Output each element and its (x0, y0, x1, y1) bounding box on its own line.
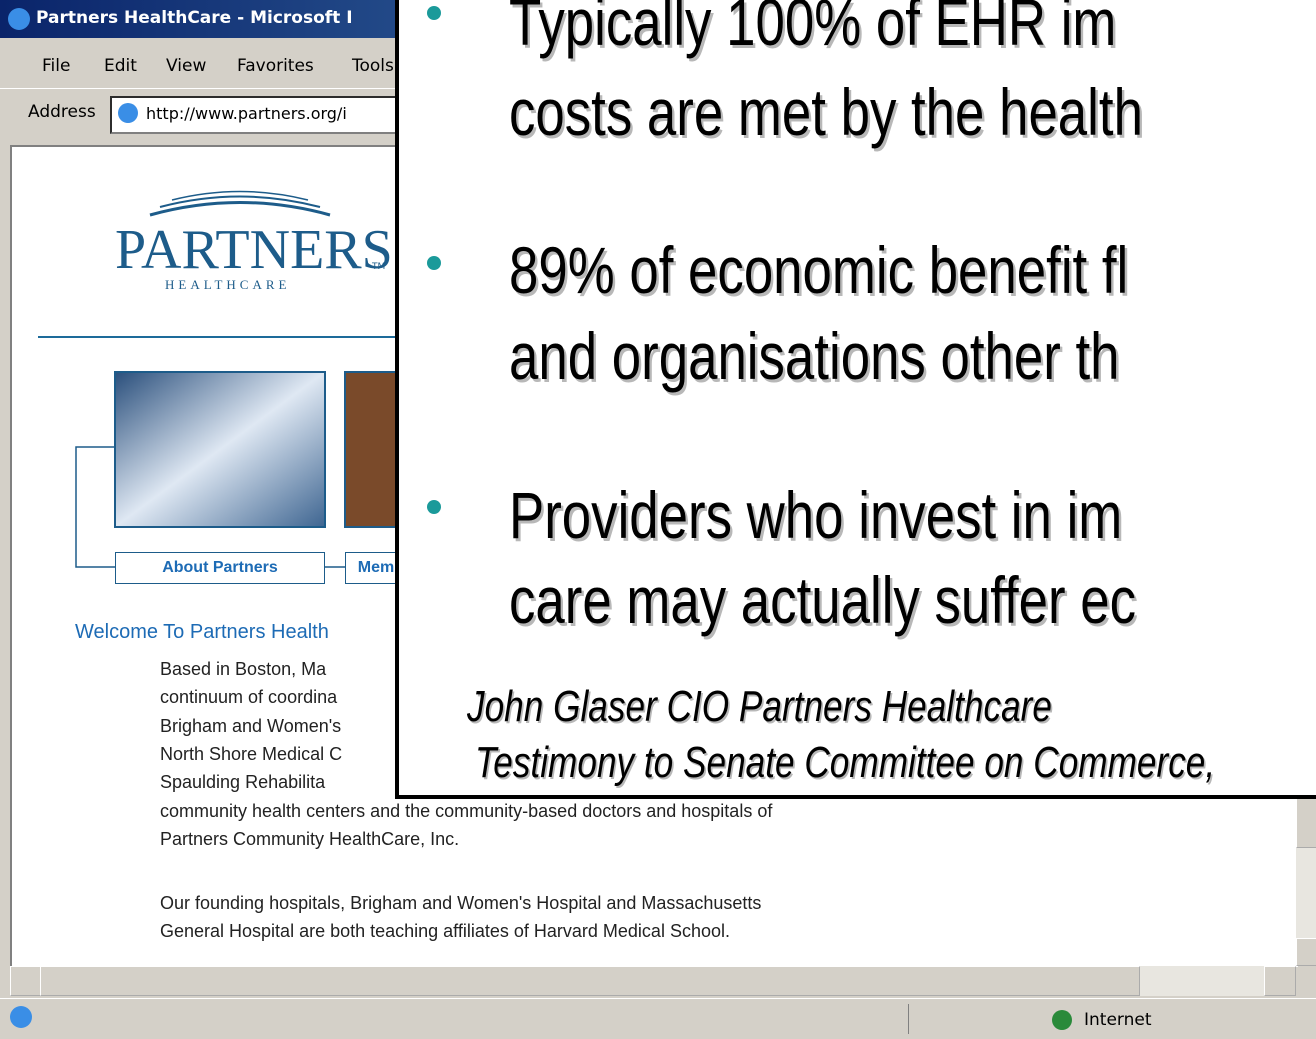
logo-name: PARTNERS (115, 218, 393, 282)
paragraph-line: General Hospital are both teaching affil… (160, 921, 730, 942)
paragraph-line: Partners Community HealthCare, Inc. (160, 829, 459, 850)
citation-line: John Glaser CIO Partners Healthcare (467, 682, 1052, 732)
browser-screenshot: Partners HealthCare - Microsoft I File E… (0, 0, 1316, 1038)
paragraph-line: continuum of coordina (160, 687, 337, 708)
paragraph-line: Our founding hospitals, Brigham and Wome… (160, 893, 761, 914)
logo-tm: TM (372, 262, 385, 272)
logo-sub: HEALTHCARE (165, 277, 290, 293)
bullet-line: care may actually suffer ec (509, 562, 1136, 638)
bullet (427, 6, 441, 20)
paragraph-line: Brigham and Women's (160, 716, 341, 737)
page-heading: Welcome To Partners Health (75, 621, 329, 644)
paragraph-line: Based in Boston, Ma (160, 659, 326, 680)
scroll-thumb[interactable] (40, 966, 1140, 996)
logo-arc (150, 203, 330, 216)
scroll-right[interactable] (1264, 966, 1296, 996)
scroll-left[interactable] (10, 966, 42, 996)
bullet-line: Typically 100% of EHR im (509, 0, 1116, 60)
bullet-line: 89% of economic benefit fl (509, 232, 1128, 308)
bullet-line: and organisations other th (509, 318, 1120, 394)
bullet-line: Providers who invest in im (509, 477, 1122, 553)
bullet-line: costs are met by the health (509, 74, 1143, 150)
zone-icon (1052, 1010, 1072, 1030)
citation-line: Testimony to Senate Committee on Commerc… (475, 738, 1215, 788)
paragraph-line: community health centers and the communi… (160, 801, 772, 822)
bullet (427, 500, 441, 514)
paragraph-line: Spaulding Rehabilita (160, 772, 325, 793)
zone-label: Internet (1084, 1010, 1152, 1030)
bullet (427, 256, 441, 270)
photo[interactable] (115, 372, 325, 527)
slide-overlay: Typically 100% of EHR im costs are met b… (395, 0, 1316, 799)
paragraph-line: North Shore Medical C (160, 744, 342, 765)
scroll-down[interactable] (1296, 938, 1316, 966)
nav-button[interactable]: About Partners (115, 552, 325, 584)
status-icon (10, 1006, 32, 1028)
